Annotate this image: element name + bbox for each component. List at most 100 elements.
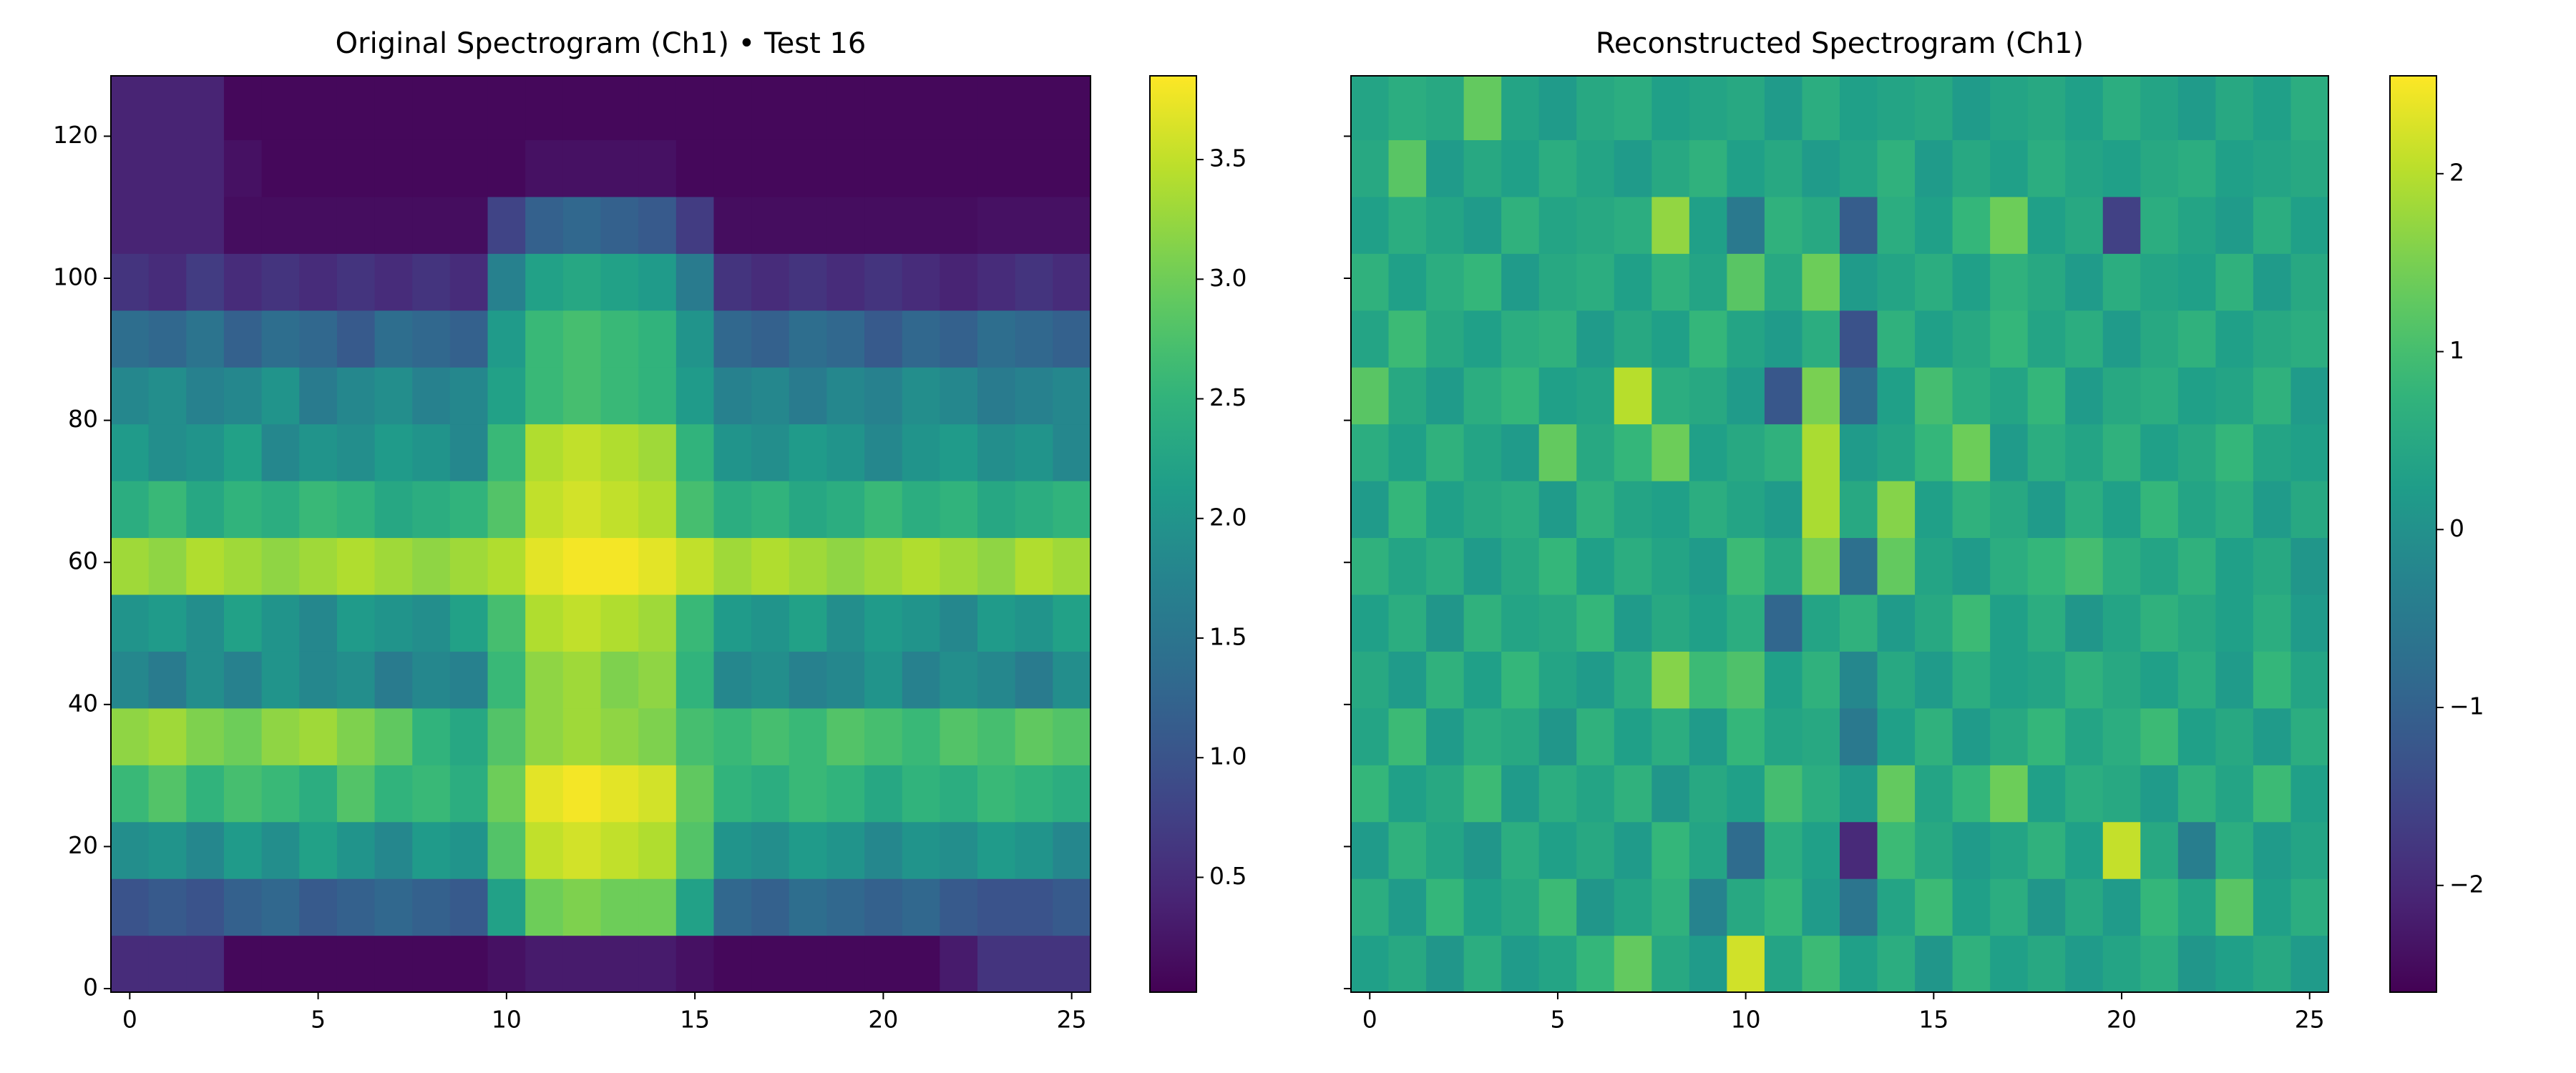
heatmap-cell	[675, 878, 715, 936]
heatmap-cell	[1952, 253, 1991, 311]
heatmap-cell	[525, 76, 564, 140]
heatmap-cell	[148, 935, 187, 993]
heatmap-cell	[1764, 310, 1803, 368]
heatmap-cell	[1538, 537, 1577, 595]
heatmap-cell	[2215, 707, 2254, 765]
heatmap-cell	[2065, 765, 2104, 823]
heatmap-cell	[826, 367, 865, 425]
heatmap-cell	[713, 367, 752, 425]
heatmap-cell	[1652, 76, 1690, 140]
heatmap-cell	[600, 76, 639, 140]
heatmap-cell	[1053, 878, 1091, 936]
heatmap-cell	[148, 310, 187, 368]
heatmap-cell	[562, 651, 602, 709]
heatmap-cell	[1652, 139, 1690, 197]
heatmap-cell	[826, 878, 865, 936]
heatmap-cell	[1538, 594, 1577, 652]
heatmap-cell	[1952, 310, 1991, 368]
heatmap-cell	[638, 367, 677, 425]
heatmap-cell	[2140, 253, 2179, 311]
heatmap-cell	[525, 139, 564, 197]
heatmap-cell	[374, 76, 413, 140]
heatmap-cell	[1764, 821, 1803, 879]
heatmap-cell	[336, 76, 376, 140]
heatmap-cell	[374, 537, 413, 595]
heatmap-cell	[412, 821, 451, 879]
heatmap-cell	[713, 935, 752, 993]
heatmap-cell	[1538, 935, 1577, 993]
heatmap-cell	[1538, 423, 1577, 481]
heatmap-cell	[1351, 821, 1390, 879]
heatmap-cell	[713, 76, 752, 140]
heatmap-cell	[186, 594, 225, 652]
heatmap-cell	[1388, 537, 1427, 595]
heatmap-cell	[675, 651, 715, 709]
heatmap-cell	[336, 821, 376, 879]
heatmap-cell	[412, 537, 451, 595]
heatmap-cell	[1689, 878, 1727, 936]
heatmap-cell	[977, 651, 1016, 709]
heatmap-cell	[1915, 765, 1953, 823]
heatmap-cell	[638, 196, 677, 254]
heatmap-cell	[1426, 196, 1465, 254]
heatmap-cell	[713, 594, 752, 652]
colorbar-tick-label: −2	[2449, 870, 2484, 898]
heatmap-cell	[2290, 707, 2329, 765]
heatmap-cell	[1538, 765, 1577, 823]
heatmap-cell	[789, 765, 828, 823]
heatmap-cell	[1764, 367, 1803, 425]
heatmap-cell	[1015, 707, 1053, 765]
heatmap-cell	[2027, 651, 2066, 709]
heatmap-cell	[1802, 310, 1840, 368]
heatmap-cell	[1990, 935, 2029, 993]
heatmap-cell	[638, 139, 677, 197]
heatmap-cell	[261, 878, 300, 936]
heatmap-cell	[1614, 707, 1652, 765]
heatmap-cell	[261, 707, 300, 765]
heatmap-cell	[186, 821, 225, 879]
heatmap-cell	[223, 878, 263, 936]
heatmap-cell	[1877, 707, 1916, 765]
heatmap-cell	[261, 651, 300, 709]
heatmap-cell	[751, 765, 790, 823]
heatmap-cell	[1053, 651, 1091, 709]
heatmap-cell	[1351, 196, 1390, 254]
heatmap-cell	[148, 253, 187, 311]
heatmap-cell	[2215, 935, 2254, 993]
colorbar-tick-label: 1	[2449, 336, 2464, 364]
heatmap-cell	[2102, 878, 2141, 936]
heatmap-cell	[864, 651, 903, 709]
y-tick-label: 100	[53, 263, 98, 291]
x-tick-label: 15	[680, 1006, 710, 1034]
heatmap-cell	[562, 139, 602, 197]
heatmap-cell	[1426, 594, 1465, 652]
heatmap-cell	[1053, 707, 1091, 765]
colorbar	[2389, 75, 2437, 993]
heatmap-cell	[148, 139, 187, 197]
heatmap-cell	[1802, 821, 1840, 879]
heatmap-cell	[412, 651, 451, 709]
heatmap-cell	[186, 196, 225, 254]
heatmap-cell	[2102, 310, 2141, 368]
heatmap-cell	[186, 707, 225, 765]
heatmap-cell	[2065, 935, 2104, 993]
heatmap-cell	[186, 878, 225, 936]
colorbar-tick-label: 1.0	[1209, 743, 1246, 770]
heatmap-cell	[487, 481, 526, 539]
colorbar-tick-label: 0.5	[1209, 862, 1246, 890]
heatmap-cell	[789, 594, 828, 652]
heatmap-cell	[223, 707, 263, 765]
heatmap-cell	[1990, 139, 2029, 197]
heatmap-cell	[1351, 878, 1390, 936]
heatmap-cell	[2140, 594, 2179, 652]
heatmap-cell	[261, 481, 300, 539]
heatmap-cell	[2065, 367, 2104, 425]
heatmap-cell	[223, 765, 263, 823]
heatmap-cell	[1915, 481, 1953, 539]
heatmap-cell	[2177, 651, 2216, 709]
heatmap-cell	[1727, 367, 1765, 425]
heatmap-cell	[1501, 651, 1540, 709]
heatmap-cell	[1501, 537, 1540, 595]
heatmap-cell	[713, 423, 752, 481]
heatmap-cell	[1840, 423, 1878, 481]
